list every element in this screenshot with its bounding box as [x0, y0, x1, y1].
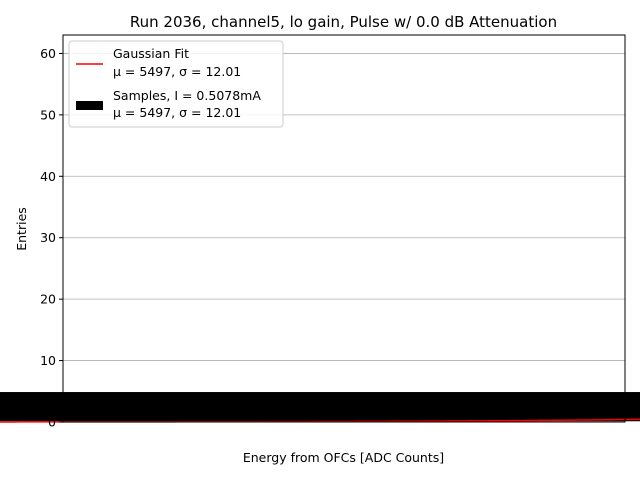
- y-tick-label: 50: [40, 107, 56, 122]
- chart-title: Run 2036, channel5, lo gain, Pulse w/ 0.…: [130, 13, 557, 31]
- legend-samples-label: Samples, I = 0.5078mA: [113, 88, 261, 103]
- plot-frame: [62, 34, 626, 423]
- gaussian-fit-curve: [0, 418, 640, 423]
- y-axis-ticks: 0 10 20 30 40 50 60: [40, 46, 63, 430]
- y-tick-label: 0: [48, 415, 56, 430]
- legend-fit-label: Gaussian Fit: [113, 46, 189, 61]
- histogram-bar: [0, 390, 640, 423]
- legend-samples-patch-swatch: [76, 101, 103, 110]
- bars-layer: [0, 390, 640, 423]
- y-tick-label: 20: [40, 292, 56, 307]
- y-tick-label: 30: [40, 230, 56, 245]
- legend-samples-stats: μ = 5497, σ = 12.01: [113, 105, 241, 120]
- y-axis-label: Entries: [14, 207, 29, 251]
- legend-box: [68, 40, 284, 128]
- x-axis-label: Energy from OFCs [ADC Counts]: [243, 450, 444, 465]
- y-tick-label: 40: [40, 169, 56, 184]
- y-tick-label: 10: [40, 353, 56, 368]
- y-tick-label: 60: [40, 46, 56, 61]
- legend: Gaussian Fit μ = 5497, σ = 12.01 Samples…: [68, 40, 284, 128]
- legend-fit-stats: μ = 5497, σ = 12.01: [113, 64, 241, 79]
